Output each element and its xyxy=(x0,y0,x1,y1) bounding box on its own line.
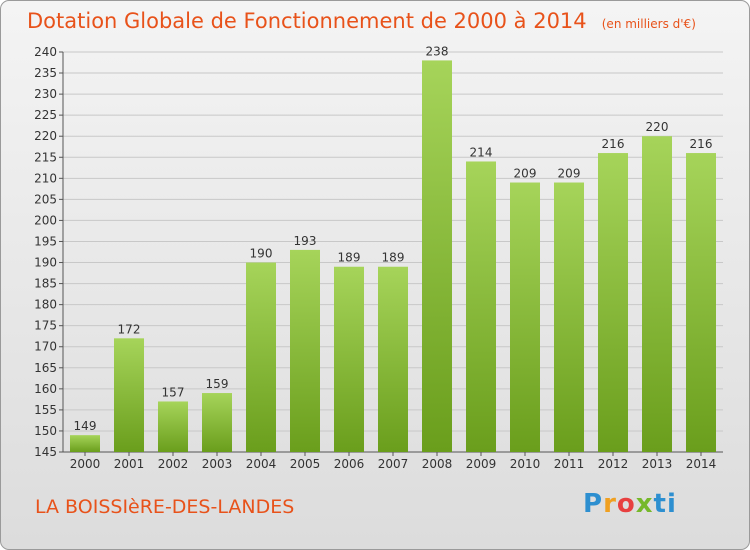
y-tick-label: 235 xyxy=(34,66,57,80)
data-label: 209 xyxy=(514,167,537,181)
y-tick-label: 225 xyxy=(34,108,57,122)
x-tick-label: 2010 xyxy=(510,457,541,471)
chart-title: Dotation Globale de Fonctionnement de 20… xyxy=(27,9,587,33)
y-tick-label: 215 xyxy=(34,150,57,164)
bar xyxy=(246,262,276,452)
bar xyxy=(554,182,584,453)
y-tick-label: 160 xyxy=(34,382,57,396)
bar xyxy=(686,153,716,453)
bar xyxy=(510,182,540,453)
x-tick-label: 2004 xyxy=(246,457,277,471)
data-label: 216 xyxy=(602,137,625,151)
x-tick-label: 2013 xyxy=(642,457,673,471)
bar xyxy=(334,266,364,452)
x-tick-label: 2001 xyxy=(114,457,145,471)
x-tick-label: 2006 xyxy=(334,457,365,471)
bar xyxy=(202,393,232,452)
bar xyxy=(114,338,144,452)
y-tick-label: 155 xyxy=(34,403,57,417)
logo-letter: P xyxy=(583,489,604,519)
y-tick-label: 150 xyxy=(34,424,57,438)
x-tick-labels: 2000 2001 2002 2003 2004 2005 2006 2007 2008 2009… xyxy=(70,457,717,471)
x-tick-label: 2007 xyxy=(378,457,409,471)
bar xyxy=(598,153,628,453)
y-tick-label: 220 xyxy=(34,129,57,143)
bar xyxy=(290,249,320,452)
y-tick-label: 190 xyxy=(34,256,57,270)
bar xyxy=(158,401,188,452)
y-tick-label: 210 xyxy=(34,171,57,185)
proxiti-logo[interactable]: Proxti xyxy=(583,489,677,519)
y-tick-label: 230 xyxy=(34,87,57,101)
bar xyxy=(70,435,100,452)
x-tick-label: 2011 xyxy=(554,457,585,471)
x-tick-label: 2014 xyxy=(686,457,717,471)
x-tick-label: 2002 xyxy=(158,457,189,471)
data-label: 214 xyxy=(470,145,493,159)
x-tick-label: 2005 xyxy=(290,457,321,471)
data-label: 193 xyxy=(294,234,317,248)
x-tick-label: 2000 xyxy=(70,457,101,471)
data-label: 172 xyxy=(118,322,141,336)
bar xyxy=(378,266,408,452)
commune-name: LA BOISSIèRE-DES-LANDES xyxy=(35,496,295,518)
x-tick-label: 2003 xyxy=(202,457,233,471)
data-label: 220 xyxy=(646,120,669,134)
y-tick-label: 180 xyxy=(34,298,57,312)
x-tick-label: 2009 xyxy=(466,457,497,471)
y-tick-label: 240 xyxy=(34,45,57,59)
chart-title-block: Dotation Globale de Fonctionnement de 20… xyxy=(27,9,696,33)
y-tick-label: 145 xyxy=(34,445,57,459)
logo-letter: o xyxy=(616,489,636,519)
data-label: 157 xyxy=(162,385,185,399)
data-labels: 149 172 157 159 190 193 189 189 238 214 209 209 216 2… xyxy=(74,44,713,433)
data-label: 216 xyxy=(690,137,713,151)
x-tick-label: 2012 xyxy=(598,457,629,471)
x-tick-label: 2008 xyxy=(422,457,453,471)
logo-letter: ti xyxy=(653,489,677,519)
y-tick-label: 200 xyxy=(34,213,57,227)
y-tick-label: 165 xyxy=(34,361,57,375)
y-tick-label: 185 xyxy=(34,277,57,291)
y-tick-labels: 145 150 155 160 165 170 175 180 185 190 195 200 205 2… xyxy=(34,45,57,459)
data-label: 159 xyxy=(206,377,229,391)
data-label: 190 xyxy=(250,247,273,261)
logo-letter: x xyxy=(635,489,654,519)
y-tick-label: 195 xyxy=(34,234,57,248)
data-label: 189 xyxy=(338,251,361,265)
bars xyxy=(70,60,716,453)
y-tick-label: 175 xyxy=(34,319,57,333)
data-label: 238 xyxy=(426,44,449,58)
chart-subtitle: (en milliers d'€) xyxy=(601,17,696,31)
logo-letter: r xyxy=(603,489,617,519)
data-label: 209 xyxy=(558,167,581,181)
y-tick-label: 170 xyxy=(34,340,57,354)
y-tick-label: 205 xyxy=(34,192,57,206)
data-label: 149 xyxy=(74,419,97,433)
data-label: 189 xyxy=(382,251,405,265)
bar xyxy=(466,161,496,452)
bar xyxy=(642,136,672,453)
bar xyxy=(422,60,452,452)
